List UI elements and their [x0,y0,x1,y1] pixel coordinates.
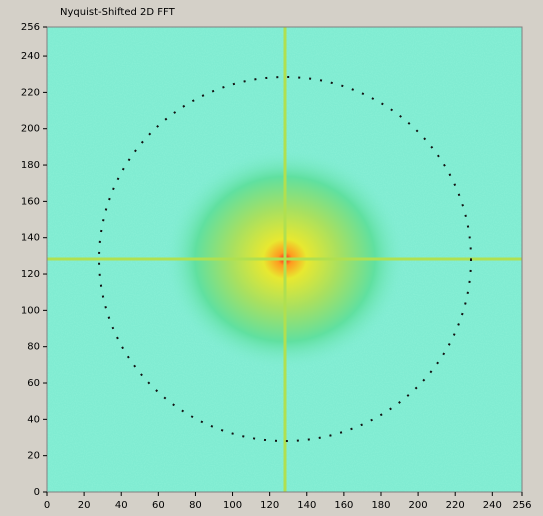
spectrum-image [47,27,522,492]
y-tick-label: 140 [21,233,40,244]
x-tick-label: 0 [44,500,50,511]
x-tick-label: 140 [297,500,316,511]
x-tick-label: 60 [152,500,165,511]
y-tick-label: 220 [21,87,40,98]
y-tick-label: 100 [21,305,40,316]
y-tick-label: 160 [21,196,40,207]
y-tick-label: 200 [21,124,40,135]
x-tick-label: 120 [260,500,279,511]
x-tick-label: 240 [483,500,502,511]
x-tick-label: 256 [512,500,531,511]
x-tick-label: 40 [115,500,128,511]
y-tick-label: 80 [27,342,40,353]
plot-frame [46,26,523,493]
y-tick-label: 40 [27,414,40,425]
x-tick-label: 220 [446,500,465,511]
chart-title: Nyquist-Shifted 2D FFT [60,7,176,18]
y-tick-label: 256 [21,22,40,33]
x-tick-label: 100 [223,500,242,511]
x-tick-label: 160 [334,500,353,511]
y-tick-label: 20 [27,451,40,462]
x-tick-label: 180 [371,500,390,511]
x-tick-label: 80 [189,500,202,511]
y-tick-label: 0 [34,487,40,498]
y-tick-label: 240 [21,51,40,62]
y-tick-label: 120 [21,269,40,280]
y-tick-label: 60 [27,378,40,389]
x-tick-label: 20 [78,500,91,511]
x-tick-label: 200 [409,500,428,511]
y-tick-label: 180 [21,160,40,171]
